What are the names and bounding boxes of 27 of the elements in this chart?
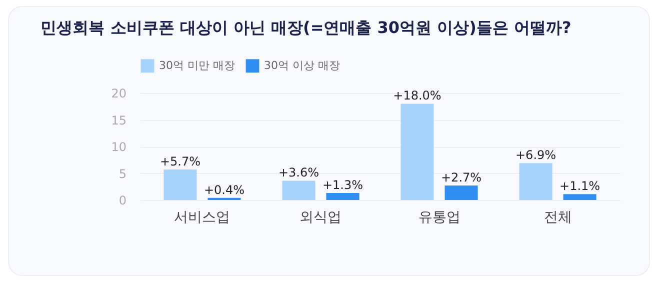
- bar: [282, 180, 316, 200]
- chart-title: 민생회복 소비쿠폰 대상이 아닌 매장(=연매출 30억원 이상)들은 어떨까?: [40, 18, 572, 37]
- y-tick-label: 15: [111, 113, 126, 128]
- bar: [563, 194, 596, 200]
- x-tick-label: 전체: [544, 210, 572, 226]
- x-tick-label: 서비스업: [174, 210, 230, 226]
- legend-label: 30억 이상 매장: [264, 58, 340, 72]
- y-tick-label: 10: [111, 140, 126, 154]
- data-label: +18.0%: [393, 88, 442, 103]
- data-label: +1.3%: [322, 178, 364, 192]
- legend-label: 30억 미만 매장: [159, 58, 235, 72]
- bar: [400, 104, 434, 200]
- y-tick-label: 5: [118, 166, 126, 181]
- data-label: +3.6%: [278, 166, 320, 180]
- data-label: +0.4%: [204, 182, 245, 197]
- x-tick-label: 유통업: [418, 210, 460, 226]
- bar: [164, 170, 197, 200]
- y-tick-label: 20: [111, 86, 126, 100]
- data-label: +5.7%: [160, 154, 200, 169]
- bar: [326, 193, 360, 200]
- data-label: +2.7%: [440, 170, 482, 185]
- x-tick-label: 외식업: [300, 210, 342, 226]
- data-label: +6.9%: [515, 148, 556, 162]
- bar: [519, 163, 552, 200]
- bar: [444, 186, 478, 200]
- y-tick-label: 0: [118, 194, 126, 208]
- data-label: +1.1%: [560, 179, 600, 194]
